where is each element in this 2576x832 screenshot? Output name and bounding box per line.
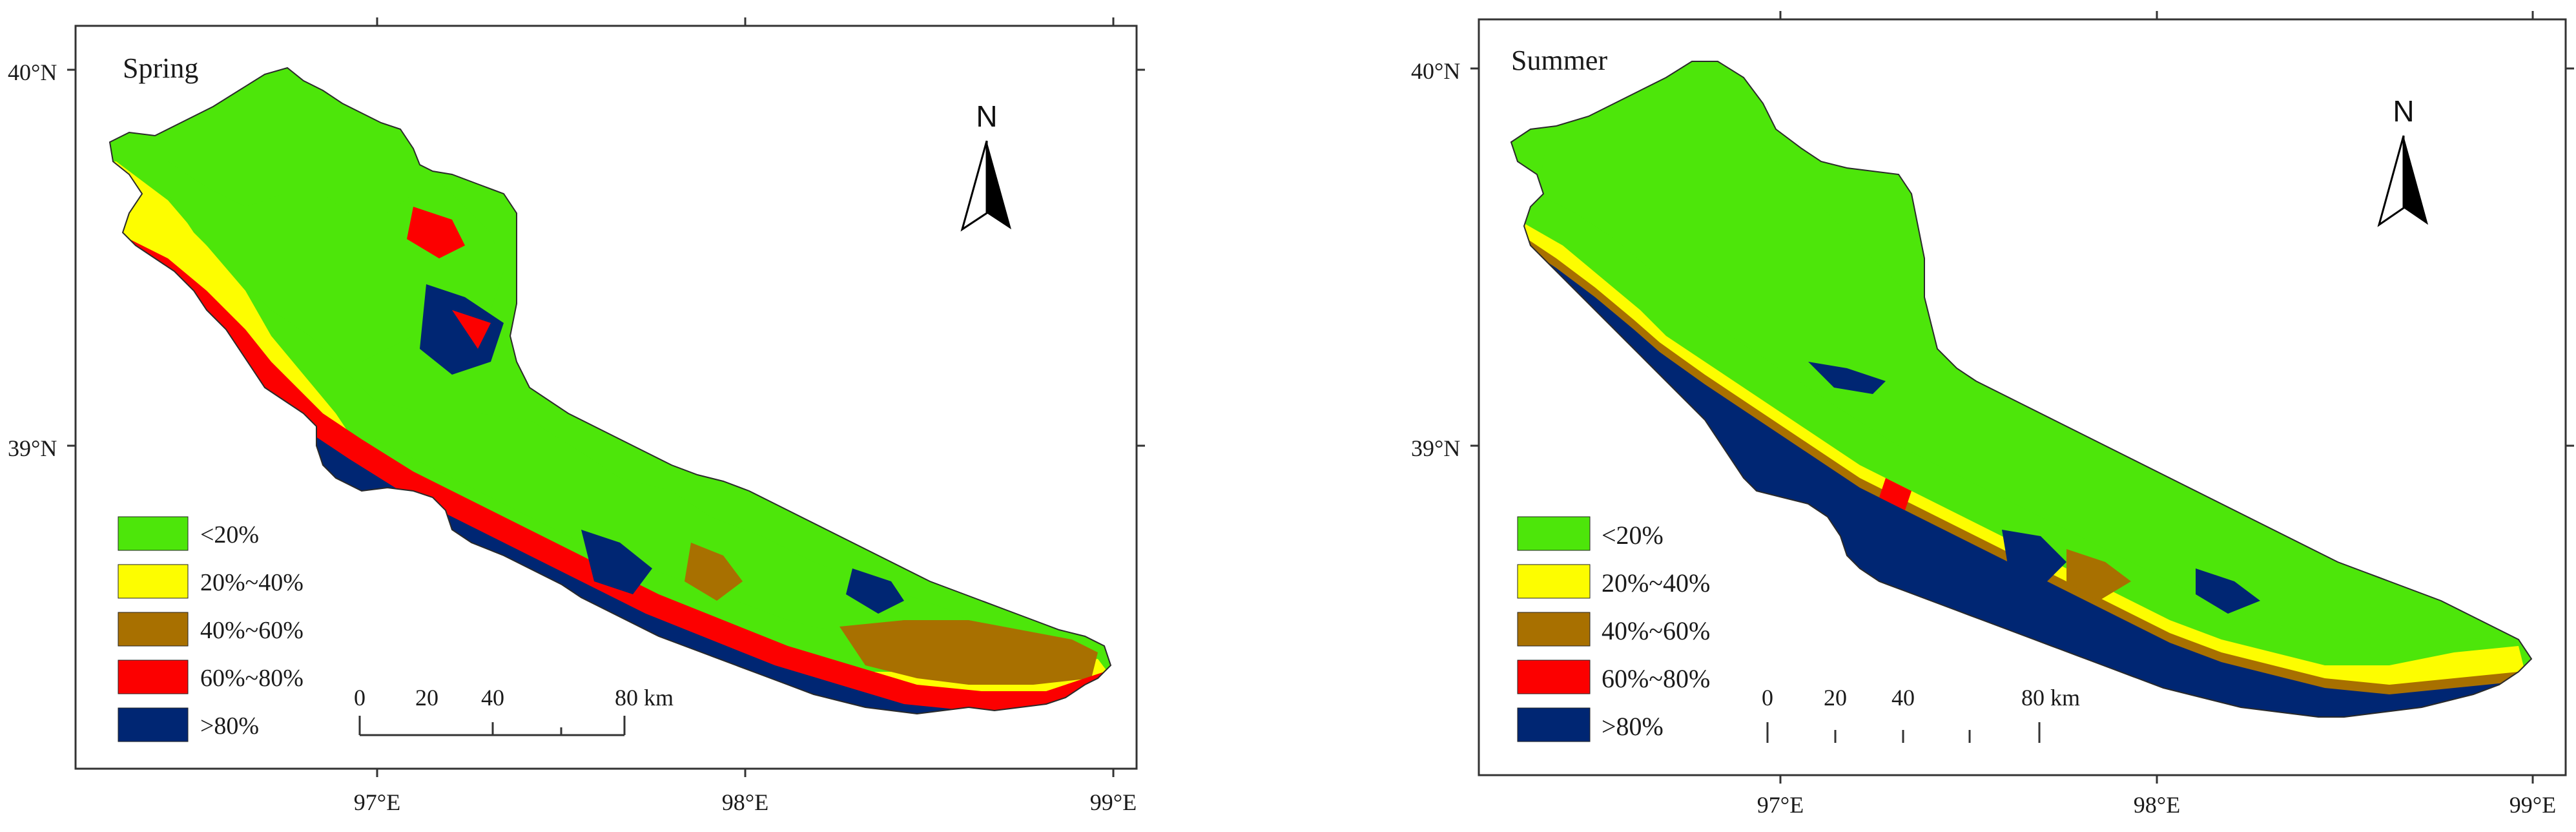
legend-label: >80% — [200, 712, 259, 740]
legend-label: 60%~80% — [200, 665, 304, 692]
lon-label-98e: 98°E — [2134, 792, 2180, 818]
north-label: N — [976, 99, 997, 133]
legend-swatch — [1517, 707, 1591, 742]
lat-label-40n: 40°N — [8, 59, 57, 85]
legend-label: >80% — [1602, 712, 1664, 741]
lon-label-98e: 98°E — [722, 789, 768, 815]
map-spring: Spring 40°N 39°N 97°E 98°E 99°E N <20% 2… — [8, 17, 1145, 815]
map-title: Summer — [1511, 45, 1607, 76]
frame-ticks — [1470, 11, 2574, 784]
legend-swatch — [118, 564, 189, 599]
frame-ticks — [67, 17, 1145, 777]
north-label: N — [2393, 94, 2414, 128]
legend-swatch — [1517, 612, 1591, 647]
scale-label: 40 — [481, 685, 504, 711]
lat-label-39n: 39°N — [8, 435, 57, 461]
scale-label: 0 — [1762, 685, 1773, 711]
map-summer: Summer 40°N 39°N 97°E 98°E 99°E N <20% 2… — [1411, 11, 2574, 818]
lon-label-99e: 99°E — [2509, 792, 2556, 818]
legend-swatch — [1517, 660, 1591, 694]
legend-swatch — [1517, 564, 1591, 599]
legend: <20% 20%~40% 40%~60% 60%~80% >80% — [118, 516, 304, 742]
legend-label: 20%~40% — [1602, 568, 1710, 598]
map-title: Spring — [123, 52, 198, 84]
north-arrow-icon: N — [960, 99, 1011, 232]
lon-label-99e: 99°E — [1090, 789, 1137, 815]
scale-label: 40 — [1891, 685, 1915, 711]
scale-label: 80 km — [615, 685, 674, 711]
legend-swatch — [118, 516, 189, 551]
lat-label-39n: 39°N — [1411, 435, 1460, 461]
lat-label-40n: 40°N — [1411, 58, 1460, 84]
scale-label: 20 — [415, 685, 438, 711]
legend-swatch — [118, 707, 189, 742]
scale-label: 20 — [1824, 685, 1847, 711]
legend-swatch — [118, 660, 189, 694]
legend-swatch — [118, 612, 189, 647]
legend-label: 20%~40% — [200, 569, 304, 596]
lon-label-97e: 97°E — [1757, 792, 1804, 818]
legend-swatch — [1517, 516, 1591, 551]
legend: <20% 20%~40% 40%~60% 60%~80% >80% — [1517, 516, 1710, 742]
scale-bar: 0 20 40 80 km — [354, 685, 674, 736]
legend-label: 40%~60% — [200, 617, 304, 644]
north-arrow-icon: N — [2377, 94, 2428, 227]
legend-label: <20% — [1602, 521, 1664, 550]
legend-label: 60%~80% — [1602, 664, 1710, 693]
lon-label-97e: 97°E — [354, 789, 400, 815]
scale-bar: 0 20 40 80 km — [1762, 685, 2080, 743]
scale-label: 0 — [354, 685, 366, 711]
scale-label: 80 km — [2021, 685, 2080, 711]
legend-label: 40%~60% — [1602, 616, 1710, 645]
legend-label: <20% — [200, 521, 259, 548]
